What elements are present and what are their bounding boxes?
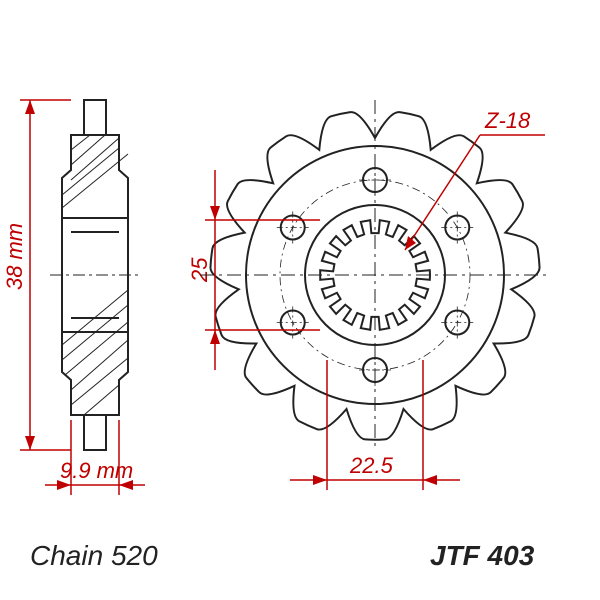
- dim-38-value: 38: [2, 265, 27, 290]
- dim-width-unit: mm: [97, 458, 134, 483]
- svg-text:9.9mm: 9.9mm: [60, 458, 133, 483]
- part-number: JTF 403: [430, 540, 535, 571]
- dim-25-value: 25: [187, 257, 212, 283]
- side-view: [50, 100, 140, 450]
- dim-width-value: 9.9: [60, 458, 91, 483]
- technical-drawing: 38mm 9.9mm 25 22.5 Z-1: [0, 0, 600, 600]
- dim-bolt-value: 22.5: [349, 453, 394, 478]
- svg-text:38mm: 38 mm: [2, 223, 27, 290]
- chain-spec: Chain 520: [30, 540, 158, 571]
- spline-label: Z-18: [484, 108, 531, 133]
- dim-38-unit: mm: [2, 223, 27, 260]
